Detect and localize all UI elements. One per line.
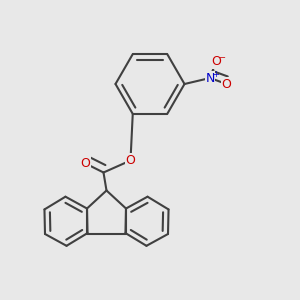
- Text: O: O: [211, 55, 221, 68]
- Text: O: O: [126, 154, 135, 167]
- Text: O: O: [222, 77, 231, 91]
- Text: N: N: [205, 71, 215, 85]
- Text: O: O: [81, 157, 90, 170]
- Text: −: −: [218, 53, 225, 62]
- Text: +: +: [212, 70, 219, 79]
